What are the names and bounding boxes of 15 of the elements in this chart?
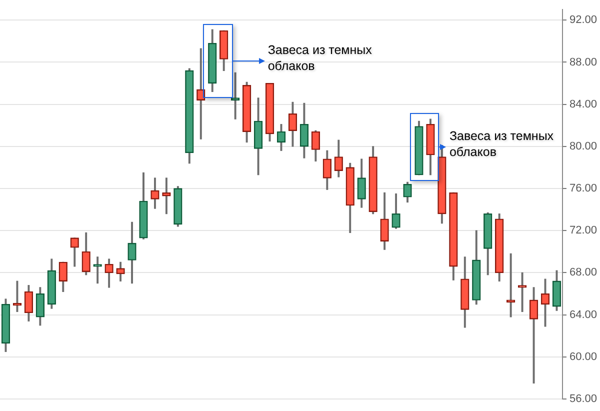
annotation: Завеса из темных облаков (268, 42, 373, 74)
y-tick-label: 60.00 (569, 350, 598, 363)
y-tick-label: 68.00 (569, 266, 598, 279)
annotation: Завеса из темных облаков (449, 128, 555, 160)
y-tick-label: 76.00 (569, 182, 598, 195)
y-tick-label: 92.00 (569, 14, 598, 26)
y-tick-label: 64.00 (569, 308, 598, 321)
candlestick (162, 178, 171, 214)
candlestick (518, 272, 527, 312)
y-tick-label: 56.00 (569, 393, 598, 406)
y-tick-label: 84.00 (569, 98, 598, 110)
y-tick-label: 88.00 (569, 56, 598, 68)
y-tick-label: 80.00 (569, 140, 598, 152)
candlestick (230, 72, 240, 120)
y-tick-label: 72.00 (569, 224, 598, 237)
